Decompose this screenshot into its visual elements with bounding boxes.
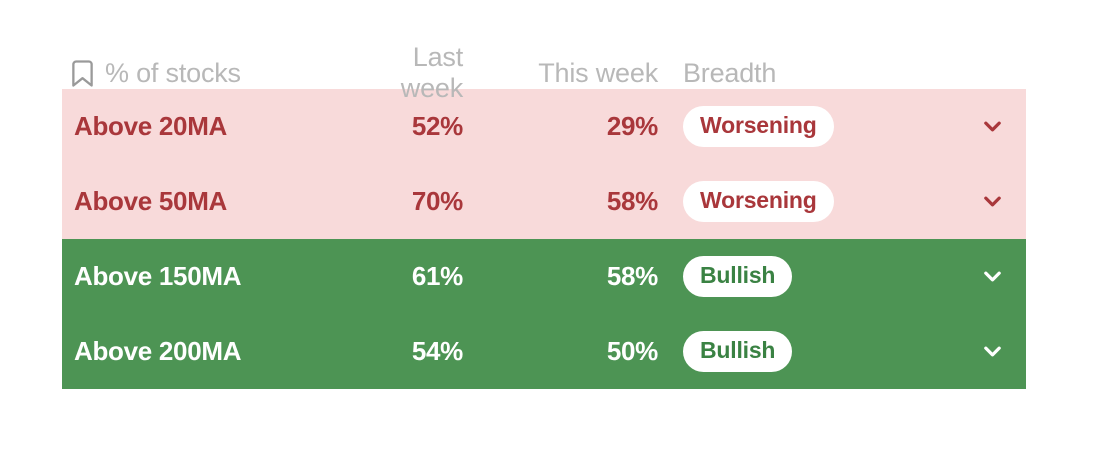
breadth-badge: Worsening — [683, 106, 834, 147]
chevron-down-icon[interactable] — [982, 341, 1003, 362]
this-week-value: 58% — [606, 261, 658, 291]
header-this-week-label: This week — [538, 57, 658, 88]
this-week-value: 29% — [606, 111, 658, 141]
table-row[interactable]: Above 200MA 54% 50% Bullish — [62, 314, 1026, 389]
last-week-value: 70% — [411, 186, 463, 216]
chevron-down-icon[interactable] — [982, 191, 1003, 212]
header-breadth-label: Breadth — [683, 57, 777, 88]
row-label: Above 200MA — [74, 336, 242, 366]
breadth-cell: Bullish — [658, 331, 972, 372]
row-label: Above 20MA — [74, 111, 228, 141]
breadth-badge: Bullish — [683, 331, 793, 372]
table-row[interactable]: Above 150MA 61% 58% Bullish — [62, 239, 1026, 314]
last-week-value: 61% — [411, 261, 463, 291]
chevron-cell — [972, 191, 1012, 212]
row-label: Above 50MA — [74, 186, 228, 216]
last-week-value: 52% — [411, 111, 463, 141]
chevron-cell — [972, 116, 1012, 137]
this-week-value: 58% — [606, 186, 658, 216]
header-last-week-label: Last week — [400, 42, 463, 103]
breadth-cell: Worsening — [658, 181, 972, 222]
this-week-value: 50% — [606, 336, 658, 366]
chevron-cell — [972, 266, 1012, 287]
table-row[interactable]: Above 20MA 52% 29% Worsening — [62, 89, 1026, 164]
breadth-cell: Worsening — [658, 106, 972, 147]
header-stocks-cell: % of stocks — [70, 58, 366, 89]
row-label: Above 150MA — [74, 261, 242, 291]
breadth-badge: Bullish — [683, 256, 793, 297]
table-header: % of stocks Last week This week Breadth — [62, 42, 1026, 103]
bookmark-icon[interactable] — [70, 59, 95, 88]
breadth-table: Above 20MA 52% 29% Worsening Above 50MA … — [62, 89, 1026, 389]
header-stocks-label: % of stocks — [105, 57, 241, 88]
chevron-down-icon[interactable] — [982, 116, 1003, 137]
chevron-cell — [972, 341, 1012, 362]
chevron-down-icon[interactable] — [982, 266, 1003, 287]
table-row[interactable]: Above 50MA 70% 58% Worsening — [62, 164, 1026, 239]
last-week-value: 54% — [411, 336, 463, 366]
breadth-badge: Worsening — [683, 181, 834, 222]
breadth-cell: Bullish — [658, 256, 972, 297]
